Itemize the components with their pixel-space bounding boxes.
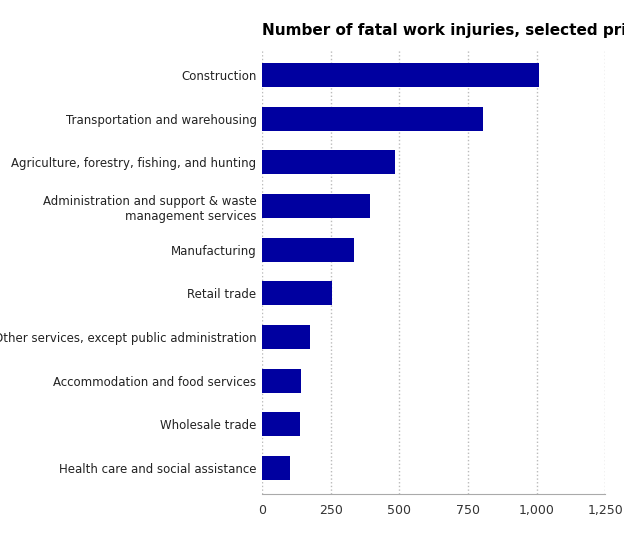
Bar xyxy=(262,325,310,349)
Bar xyxy=(262,369,301,393)
Bar xyxy=(262,194,369,218)
Bar xyxy=(262,412,300,436)
Bar xyxy=(262,281,331,305)
Text: Number of fatal work injuries, selected private industries, 2020: Number of fatal work injuries, selected … xyxy=(262,23,624,38)
Bar xyxy=(262,456,290,480)
Bar xyxy=(262,63,539,87)
Bar xyxy=(262,150,395,174)
Bar xyxy=(262,107,484,131)
Bar xyxy=(262,238,354,262)
